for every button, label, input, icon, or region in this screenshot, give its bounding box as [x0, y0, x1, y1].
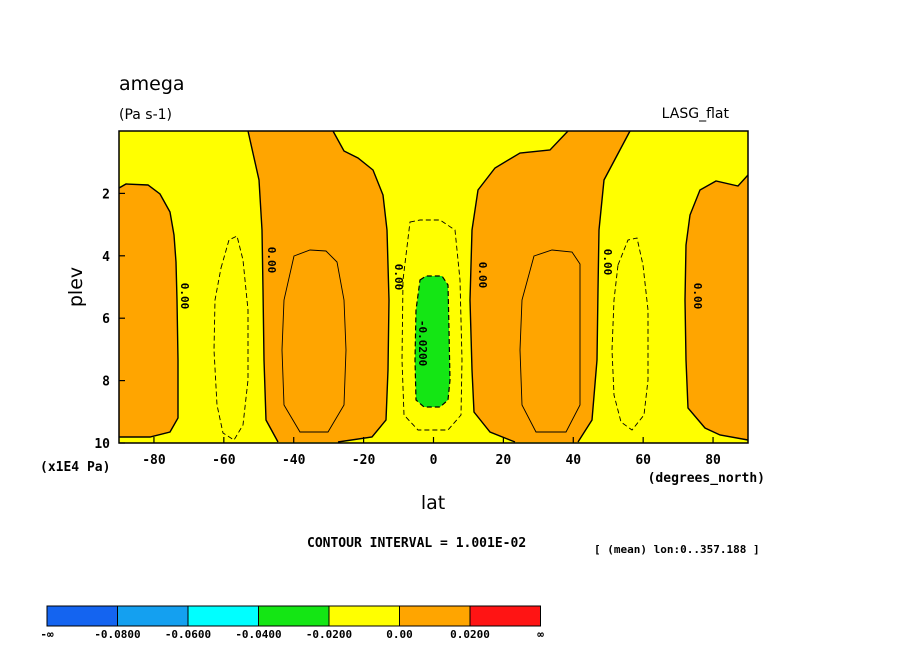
colorbar-label: ∞ — [537, 628, 544, 641]
colorbar-swatch — [258, 605, 330, 627]
x-tick-label: 40 — [565, 453, 581, 468]
y-tick-label: 2 — [102, 187, 110, 202]
x-tick-label: -60 — [212, 453, 236, 468]
x-tick-label: -80 — [142, 453, 166, 468]
colorbar-label: -∞ — [40, 628, 54, 641]
colorbar-swatch — [187, 605, 259, 627]
colorbar-swatch — [469, 605, 541, 627]
chart-units: (Pa s-1) — [119, 107, 172, 123]
colorbar-swatch — [117, 605, 189, 627]
region-positive-south-pole — [119, 184, 178, 437]
region-positive-south-mid — [248, 131, 389, 442]
plot-area: 0.00 0.00 0.00 -0.0200 0.00 0.00 0.00 — [118, 130, 749, 444]
colorbar-swatch — [46, 605, 118, 627]
chart-title: amega — [119, 73, 185, 95]
contour-label-7: 0.00 — [691, 283, 704, 310]
contour-label-4: -0.0200 — [416, 320, 429, 366]
colorbar-swatch — [328, 605, 400, 627]
contour-label-5: 0.00 — [476, 262, 489, 289]
contour-label-3: 0.00 — [392, 264, 405, 291]
model-label: LASG_flat — [662, 106, 730, 122]
colorbar-label: 0.0200 — [450, 628, 490, 641]
x-axis: -80 -60 -40 -20 0 20 40 60 80 — [142, 437, 721, 468]
colorbar: -∞ -0.0800 -0.0600 -0.0400 -0.0200 0.00 0.0200… — [40, 605, 544, 641]
x-tick-label: -20 — [352, 453, 376, 468]
subset-info: [ (mean) lon:0..357.188 ] — [594, 543, 760, 556]
x-tick-label: 0 — [430, 453, 438, 468]
colorbar-label: -0.0400 — [235, 628, 281, 641]
x-tick-label: -40 — [282, 453, 306, 468]
x-axis-label: lat — [421, 492, 445, 514]
y-tick-label: 10 — [94, 437, 110, 452]
colorbar-label: -0.0800 — [94, 628, 140, 641]
y-tick-label: 4 — [102, 250, 110, 265]
y-axis-units: (x1E4 Pa) — [40, 460, 110, 475]
x-tick-label: 20 — [496, 453, 512, 468]
x-axis-units: (degrees_north) — [648, 471, 765, 486]
contour-interval: CONTOUR INTERVAL = 1.001E-02 — [307, 536, 526, 551]
y-tick-label: 8 — [102, 375, 110, 390]
region-negative-equator — [414, 275, 451, 408]
colorbar-swatch — [399, 605, 471, 627]
x-tick-label: 60 — [635, 453, 651, 468]
contour-label-2: 0.00 — [265, 247, 278, 274]
colorbar-label: -0.0600 — [165, 628, 211, 641]
x-tick-label: 80 — [705, 453, 721, 468]
region-positive-north-mid — [470, 131, 630, 442]
colorbar-label: -0.0200 — [306, 628, 352, 641]
colorbar-label: 0.00 — [386, 628, 413, 641]
y-tick-label: 6 — [102, 312, 110, 327]
y-axis: 2 4 6 8 10 — [94, 187, 125, 452]
region-positive-north-pole — [685, 175, 748, 440]
y-axis-label: plev — [65, 267, 87, 307]
contour-label-6: 0.00 — [601, 249, 614, 276]
contour-label-1: 0.00 — [178, 283, 191, 310]
